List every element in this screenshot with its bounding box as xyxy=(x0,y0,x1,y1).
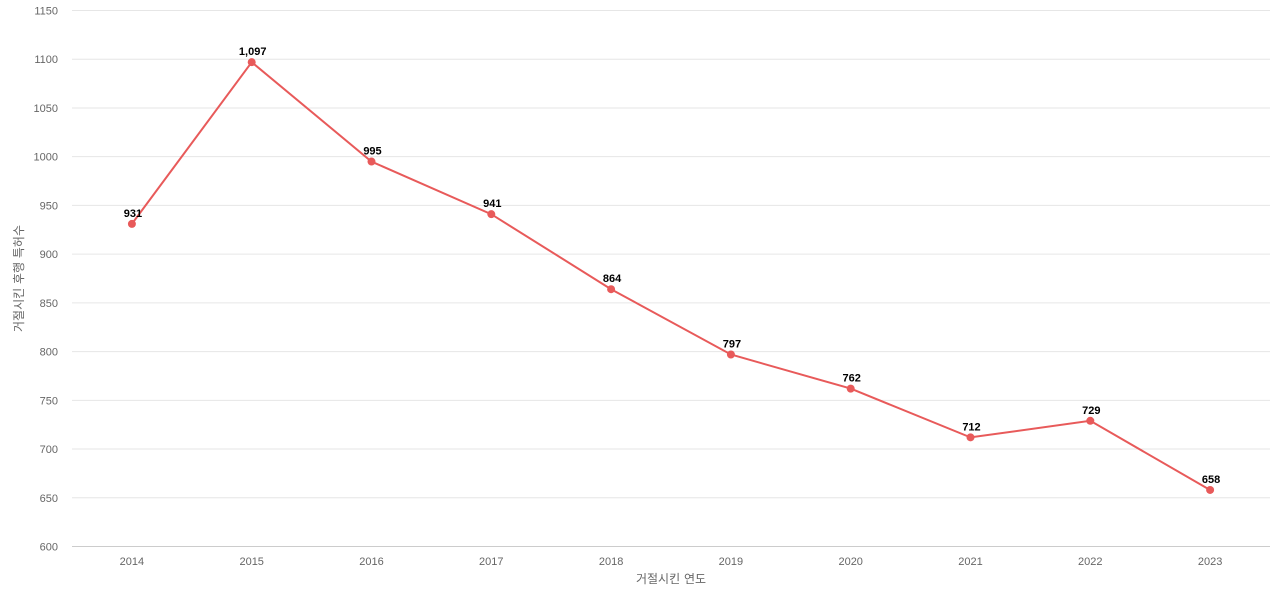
data-point xyxy=(247,58,256,67)
data-point xyxy=(1086,416,1095,425)
y-tick-label: 1000 xyxy=(34,152,58,164)
data-label: 1,097 xyxy=(239,46,267,58)
x-tick-label: 2019 xyxy=(719,556,743,568)
data-label: 729 xyxy=(1082,405,1100,417)
data-label: 762 xyxy=(843,373,861,385)
data-point xyxy=(846,384,855,393)
series-line xyxy=(131,60,1211,491)
y-tick-label: 650 xyxy=(40,493,58,505)
data-points xyxy=(127,58,1215,494)
data-label: 931 xyxy=(124,208,142,220)
data-label: 658 xyxy=(1202,474,1220,486)
y-tick-label: 850 xyxy=(40,298,58,310)
data-point xyxy=(1206,485,1215,494)
y-tick-label: 900 xyxy=(40,249,58,261)
x-axis-ticks: 2014 2015 2016 2017 2018 2019 2020 2021 2022 2023 xyxy=(120,556,1223,568)
data-label: 941 xyxy=(483,198,501,210)
data-point xyxy=(487,210,496,219)
data-point xyxy=(726,350,735,359)
x-tick-label: 2021 xyxy=(958,556,982,568)
y-tick-label: 800 xyxy=(40,347,58,359)
x-tick-label: 2014 xyxy=(120,556,144,568)
y-tick-label: 600 xyxy=(40,542,58,554)
x-tick-label: 2020 xyxy=(838,556,862,568)
y-tick-label: 1100 xyxy=(34,54,58,66)
x-tick-label: 2022 xyxy=(1078,556,1102,568)
x-tick-label: 2023 xyxy=(1198,556,1222,568)
x-tick-label: 2017 xyxy=(479,556,503,568)
x-tick-label: 2016 xyxy=(359,556,383,568)
grid-lines xyxy=(72,10,1270,499)
data-point xyxy=(607,285,616,294)
x-tick-label: 2018 xyxy=(599,556,623,568)
data-label: 864 xyxy=(603,273,622,285)
data-point xyxy=(367,157,376,166)
y-tick-label: 1150 xyxy=(34,6,58,18)
x-axis-title: 거절시킨 연도 xyxy=(636,572,706,586)
y-axis-title: 거절시킨 후행 특허수 xyxy=(11,225,26,332)
data-point xyxy=(966,433,975,442)
y-axis-ticks: 600 650 700 750 800 850 900 950 1000 1050 1100 1150 xyxy=(34,6,58,554)
data-label: 797 xyxy=(723,339,741,351)
x-tick-label: 2015 xyxy=(239,556,263,568)
y-tick-label: 750 xyxy=(40,395,58,407)
y-tick-label: 950 xyxy=(40,200,58,212)
data-labels: 931 1,097 995 941 864 797 762 712 729 658 xyxy=(124,46,1221,486)
y-tick-label: 1050 xyxy=(34,103,58,115)
data-point xyxy=(127,219,136,228)
y-tick-label: 700 xyxy=(40,444,58,456)
data-label: 995 xyxy=(363,146,381,158)
data-label: 712 xyxy=(962,421,980,433)
